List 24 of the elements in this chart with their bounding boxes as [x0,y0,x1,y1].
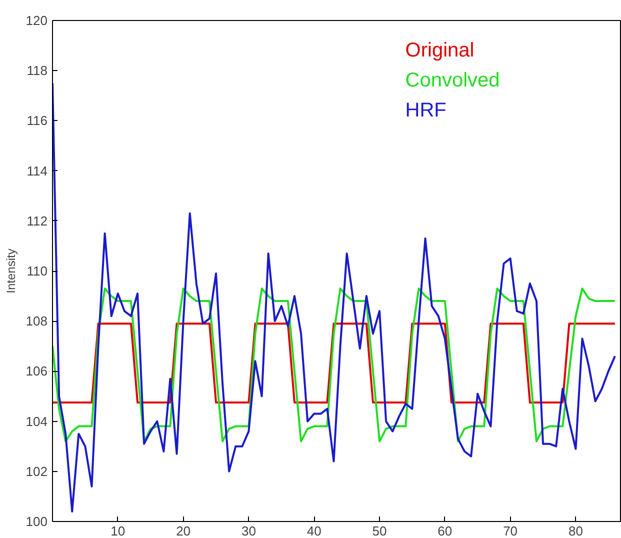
text: Original [405,40,474,62]
x-tick-label: 70 [503,524,518,538]
text: HRF [405,100,446,122]
line-series [52,288,616,442]
y-tick-label: 118 [26,63,48,78]
x-tick-label: 80 [568,524,583,538]
x-tick-label: 40 [306,524,322,538]
y-tick-label: 106 [26,364,48,379]
x-tick-label: 20 [176,524,191,538]
x-tick-label: 60 [438,524,452,538]
y-tick-label: 112 [26,213,48,228]
y-tick-label: 110 [26,264,48,278]
y-tick-label: 120 [26,13,48,28]
y-tick-label: 104 [26,414,48,429]
x-tick-label: 30 [241,524,256,538]
y-tick-label: 108 [26,314,48,329]
y-tick-label: 100 [26,514,48,529]
y-tick-label: 102 [26,464,48,479]
x-tick-label: 10 [110,524,126,538]
x-tick-label: 50 [372,524,387,538]
y-tick-label: 114 [26,163,48,178]
text: Convolved [405,70,500,92]
y-axis-title: Intensity [4,248,18,294]
y-tick-label: 116 [26,113,48,128]
